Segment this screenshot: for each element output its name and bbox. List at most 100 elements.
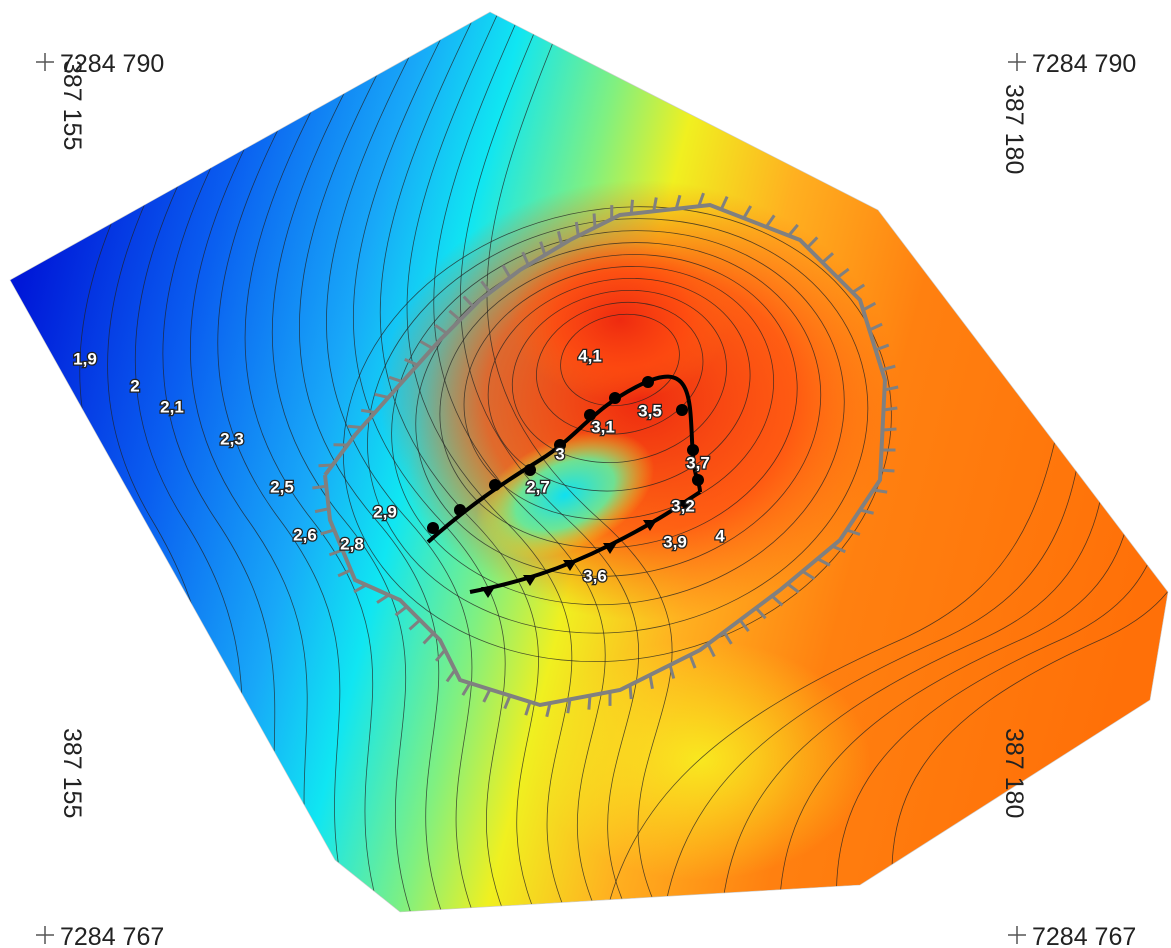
rim-tick xyxy=(445,669,457,683)
rim-tick xyxy=(801,569,816,580)
rim-tick xyxy=(404,357,419,367)
contour-label: 3,9 xyxy=(663,532,687,551)
contour-label: 3,2 xyxy=(671,496,695,515)
scarp-marker xyxy=(687,444,699,456)
rim-tick xyxy=(868,322,883,332)
rim-tick xyxy=(742,205,753,219)
rim-tick xyxy=(880,468,895,473)
contour-label: 2,5 xyxy=(270,477,294,496)
scarp-marker xyxy=(584,409,596,421)
scarp-marker xyxy=(609,392,621,404)
scarp-marker xyxy=(642,376,654,388)
rim-tick xyxy=(722,631,733,645)
contour-label: 2,8 xyxy=(340,534,364,553)
scarp-marker xyxy=(489,479,501,491)
rim-tick xyxy=(846,528,861,536)
scarp-marker xyxy=(643,520,657,531)
rim-tick xyxy=(524,701,532,716)
rim-tick xyxy=(566,699,572,714)
rim-tick xyxy=(388,375,403,384)
scarp-marker xyxy=(603,543,617,554)
rim-tick xyxy=(482,688,492,703)
coordinate-cross xyxy=(36,926,54,944)
rim-tick xyxy=(503,695,512,710)
rim-tick xyxy=(434,649,447,662)
contour-label: 2,6 xyxy=(293,525,317,544)
easting-label: 387 180 xyxy=(1000,84,1028,174)
rim-tick xyxy=(806,236,819,249)
rim-tick xyxy=(587,695,592,710)
rim-tick xyxy=(786,582,800,594)
scarp-marker xyxy=(523,575,537,586)
coordinate-cross xyxy=(1008,53,1026,71)
rim-tick xyxy=(652,197,658,212)
rim-tick xyxy=(314,507,330,514)
easting-label: 387 155 xyxy=(58,728,86,818)
scarp-marker xyxy=(692,474,704,486)
easting-label: 387 155 xyxy=(58,60,86,150)
rim-tick xyxy=(719,196,729,211)
rim-tick xyxy=(629,199,634,214)
rim-tick xyxy=(831,544,846,554)
rim-tick xyxy=(688,654,697,669)
easting-label: 387 180 xyxy=(1000,728,1028,818)
scarp-marker xyxy=(676,404,688,416)
contour-label: 3 xyxy=(555,444,564,463)
rim-tick xyxy=(422,632,435,645)
rim-tick xyxy=(884,385,899,392)
rim-tick xyxy=(706,643,716,658)
rim-tick xyxy=(376,593,390,604)
northing-label: 7284 767 xyxy=(60,923,164,948)
rim-tick xyxy=(668,664,676,679)
contour-label: 2 xyxy=(130,376,139,395)
rim-tick xyxy=(408,618,422,631)
contour-label: 4,1 xyxy=(578,346,602,365)
rim-tick xyxy=(434,323,448,335)
rim-tick xyxy=(461,682,472,696)
rim-tick xyxy=(836,267,850,279)
rim-tick xyxy=(419,340,434,350)
rim-tick xyxy=(875,343,890,352)
rim-tick xyxy=(480,280,492,294)
scarp xyxy=(426,374,704,598)
rim-tick xyxy=(374,392,389,399)
crater-rim xyxy=(312,192,899,718)
scarp-marker xyxy=(524,464,536,476)
rim-tick xyxy=(883,406,898,412)
contour-label: 2,3 xyxy=(220,429,244,448)
rim-tick xyxy=(787,223,799,237)
rim-tick xyxy=(320,528,335,536)
rim-tick xyxy=(648,674,654,690)
rim-tick xyxy=(539,241,547,256)
surface xyxy=(10,12,1168,912)
rim-tick xyxy=(318,463,333,468)
contour-label: 2,9 xyxy=(373,502,397,521)
rim-tick xyxy=(592,213,597,228)
contour-label: 3,5 xyxy=(638,401,662,420)
rim-tick xyxy=(347,424,362,429)
contour-label: 3,1 xyxy=(591,417,615,436)
rim-tick xyxy=(859,508,874,515)
rim-tick xyxy=(556,231,564,246)
scarp-marker xyxy=(563,560,577,571)
contour-label: 2,7 xyxy=(526,477,550,496)
rim-tick xyxy=(360,408,376,414)
rim-tick xyxy=(312,484,327,490)
rim-tick xyxy=(574,221,580,237)
northing-label: 7284 790 xyxy=(1032,50,1136,78)
rim-tick xyxy=(697,192,705,207)
rim-tick xyxy=(674,194,682,210)
coordinate-cross xyxy=(1008,926,1026,944)
rim-tick xyxy=(545,702,552,718)
northing-label: 7284 767 xyxy=(1032,923,1136,948)
rim-tick xyxy=(862,301,877,312)
contour-label: 4 xyxy=(715,526,725,545)
northing-label: 7284 790 xyxy=(60,50,164,78)
rim-tick xyxy=(521,251,530,266)
rim-tick xyxy=(448,309,461,322)
rim-tick xyxy=(337,568,352,578)
rim-tick xyxy=(462,295,475,308)
rim-tick xyxy=(501,264,512,279)
scarp-marker xyxy=(454,504,466,516)
